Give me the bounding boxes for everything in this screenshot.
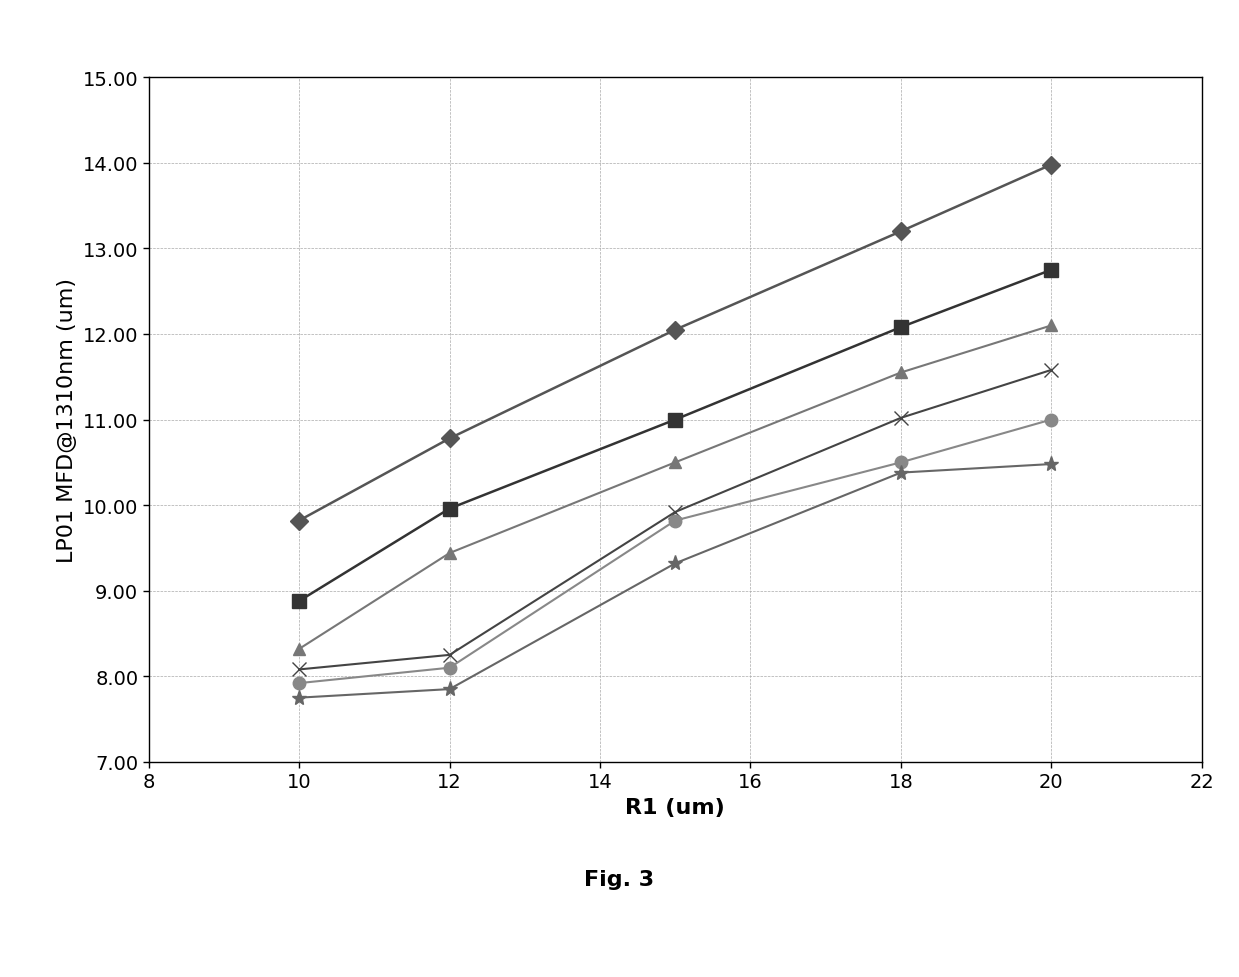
1.0% bbox=[442, 503, 457, 515]
0.7% bbox=[893, 227, 908, 238]
1.5% bbox=[893, 412, 908, 424]
Line: 1.0%: 1.0% bbox=[292, 264, 1058, 609]
Line: 1.2%: 1.2% bbox=[292, 319, 1058, 656]
1.0% bbox=[893, 322, 908, 334]
1.5% bbox=[291, 664, 306, 676]
Line: 1.7%: 1.7% bbox=[292, 414, 1058, 690]
Line: 1.5%: 1.5% bbox=[292, 363, 1058, 677]
Text: Fig. 3: Fig. 3 bbox=[585, 870, 654, 889]
2.0% bbox=[668, 558, 683, 570]
1.7% bbox=[1044, 414, 1059, 426]
1.7% bbox=[893, 457, 908, 469]
2.0% bbox=[442, 684, 457, 696]
Y-axis label: LP01 MFD@1310nm (um): LP01 MFD@1310nm (um) bbox=[57, 277, 77, 563]
1.7% bbox=[291, 678, 306, 690]
1.2% bbox=[442, 547, 457, 559]
1.0% bbox=[1044, 265, 1059, 276]
1.5% bbox=[442, 650, 457, 661]
Line: 0.7%: 0.7% bbox=[292, 159, 1058, 528]
2.0% bbox=[291, 692, 306, 703]
X-axis label: R1 (um): R1 (um) bbox=[626, 797, 725, 817]
1.0% bbox=[668, 414, 683, 426]
1.2% bbox=[1044, 320, 1059, 332]
0.7% bbox=[1044, 159, 1059, 171]
Line: 2.0%: 2.0% bbox=[291, 457, 1059, 705]
0.7% bbox=[291, 515, 306, 527]
2.0% bbox=[1044, 458, 1059, 470]
1.2% bbox=[893, 367, 908, 379]
0.7% bbox=[668, 324, 683, 336]
1.7% bbox=[668, 515, 683, 527]
1.5% bbox=[668, 506, 683, 518]
1.5% bbox=[1044, 364, 1059, 376]
0.7% bbox=[442, 433, 457, 445]
1.2% bbox=[291, 643, 306, 655]
1.0% bbox=[291, 595, 306, 607]
2.0% bbox=[893, 467, 908, 479]
1.7% bbox=[442, 662, 457, 674]
1.2% bbox=[668, 457, 683, 469]
